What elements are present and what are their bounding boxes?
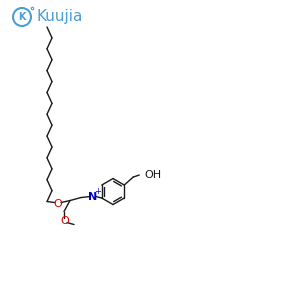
Text: O: O — [54, 199, 62, 208]
Text: OH: OH — [144, 170, 161, 180]
Text: O: O — [61, 215, 69, 226]
Text: +: + — [94, 187, 101, 196]
Text: K: K — [18, 12, 26, 22]
Text: Kuujia: Kuujia — [36, 10, 82, 25]
Text: N: N — [88, 191, 98, 202]
